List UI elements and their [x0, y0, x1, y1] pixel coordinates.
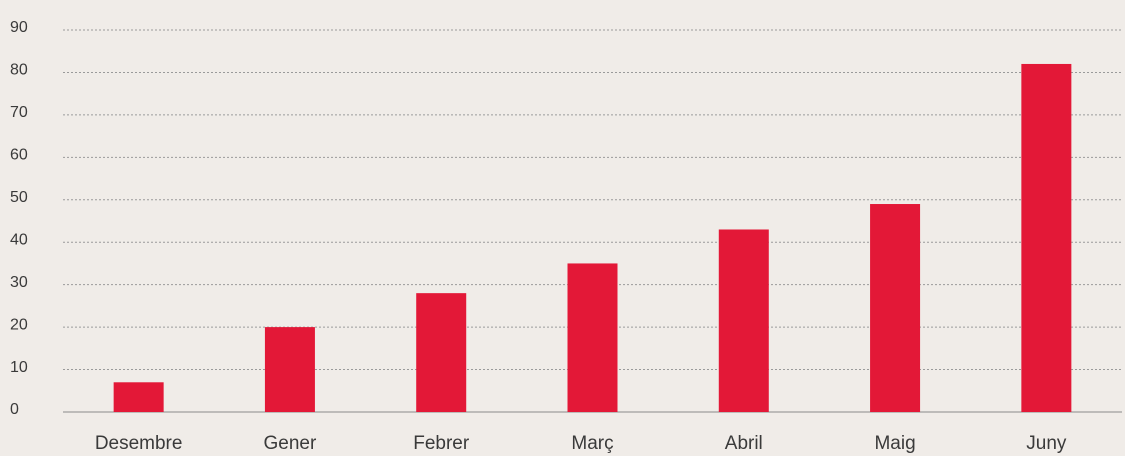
bar: [870, 204, 921, 412]
x-tick-label: Gener: [264, 433, 317, 454]
x-tick-label: Abril: [725, 433, 763, 454]
y-tick-label: 10: [10, 359, 28, 376]
x-tick-label: Març: [571, 433, 613, 454]
y-tick-label: 80: [10, 62, 28, 79]
x-tick-label: Juny: [1026, 433, 1067, 454]
x-tick-label: Febrer: [413, 433, 470, 454]
y-tick-label: 70: [10, 104, 28, 121]
x-tick-label: Desembre: [95, 433, 183, 454]
y-tick-label: 90: [10, 19, 28, 36]
y-tick-label: 0: [10, 401, 19, 418]
y-tick-label: 20: [10, 316, 28, 333]
y-tick-label: 40: [10, 231, 28, 248]
y-tick-label: 60: [10, 147, 28, 164]
bar: [264, 327, 315, 412]
y-tick-label: 50: [10, 189, 28, 206]
bar: [567, 263, 618, 412]
bar: [416, 293, 467, 412]
bar: [1021, 63, 1072, 412]
bar: [718, 229, 769, 412]
x-tick-label: Maig: [874, 433, 915, 454]
y-tick-label: 30: [10, 274, 28, 291]
bar: [113, 382, 164, 412]
